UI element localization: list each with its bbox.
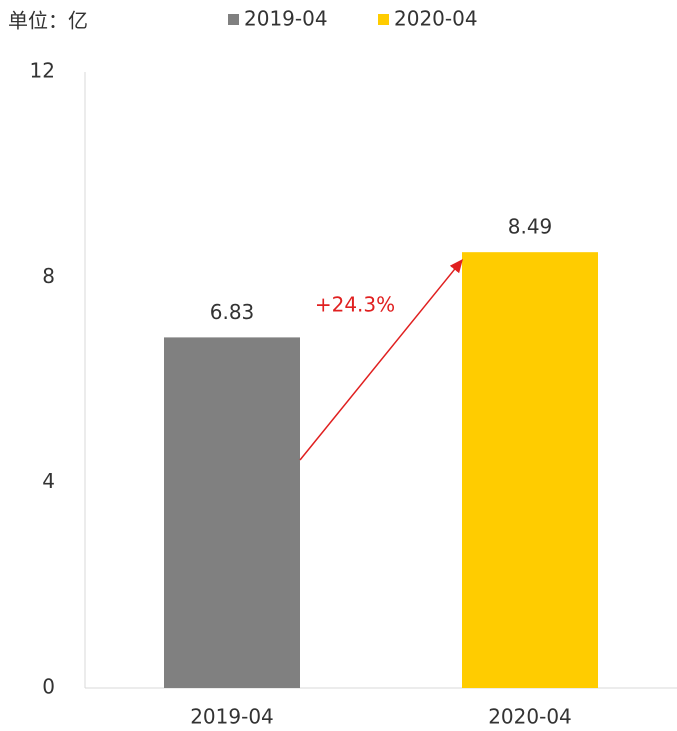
legend-swatch — [228, 14, 239, 25]
bar — [462, 252, 598, 688]
x-tick-label: 2019-04 — [190, 705, 274, 729]
x-tick-label: 2020-04 — [488, 705, 572, 729]
y-tick-label: 0 — [42, 675, 55, 699]
annotation: +24.3% — [315, 293, 395, 317]
legend-label: 2020-04 — [394, 7, 478, 31]
value-label: 6.83 — [210, 300, 255, 324]
unit-label: 单位：亿 — [8, 9, 88, 33]
value-label: 8.49 — [508, 215, 553, 239]
y-tick-label: 12 — [30, 59, 55, 83]
bar — [164, 337, 300, 688]
y-tick-label: 8 — [42, 264, 55, 288]
legend-label: 2019-04 — [244, 7, 328, 31]
legend-swatch — [378, 14, 389, 25]
y-tick-label: 4 — [42, 469, 55, 493]
arrow — [299, 259, 463, 461]
